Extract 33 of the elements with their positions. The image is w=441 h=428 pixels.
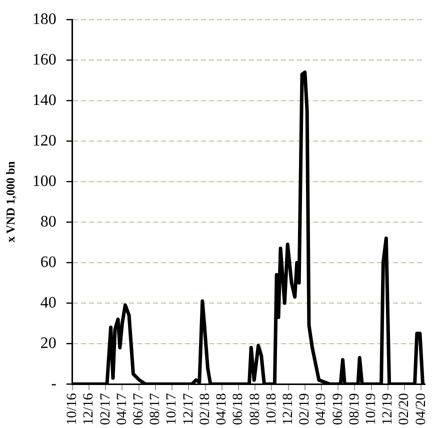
x-tick-label: 08/17 — [148, 393, 164, 425]
x-tick-label: 12/19 — [380, 393, 396, 425]
x-tick-label: 12/16 — [82, 393, 97, 425]
x-tick-label: 10/19 — [364, 393, 380, 425]
x-tick-label: 10/18 — [264, 393, 280, 425]
x-tick-label: 02/19 — [298, 393, 313, 425]
x-tick-label: 02/20 — [397, 393, 412, 425]
x-tick-label: 04/19 — [314, 393, 330, 425]
y-tick-label: 40 — [40, 294, 56, 312]
y-tick-label: 180 — [32, 10, 56, 28]
y-tick-label: 140 — [32, 92, 56, 109]
x-tick-label: 12/17 — [181, 393, 196, 425]
y-tick-label: 60 — [40, 254, 56, 271]
x-tick-label: 08/19 — [347, 393, 362, 425]
y-tick-label: 100 — [32, 172, 56, 190]
y-tick-label: - — [51, 375, 56, 392]
x-tick-label: 10/16 — [65, 393, 80, 425]
x-tick-label: 04/17 — [114, 393, 130, 425]
x-tick-label: 04/20 — [414, 393, 429, 425]
y-axis-title: x VND 1,000 bn — [3, 160, 18, 242]
x-tick-label: 06/17 — [132, 393, 146, 425]
x-tick-label: 12/18 — [280, 393, 296, 425]
x-tick-label: 04/18 — [214, 393, 230, 425]
y-tick-label: 80 — [40, 213, 56, 230]
y-tick-label: 120 — [32, 132, 56, 150]
x-tick-label: 06/19 — [330, 393, 346, 425]
y-tick-label: 20 — [40, 334, 56, 352]
x-tick-label: 10/17 — [164, 393, 180, 425]
x-tick-label: 02/17 — [98, 393, 114, 425]
y-tick-label: 160 — [32, 51, 56, 68]
x-tick-label: 08/18 — [248, 393, 263, 425]
x-tick-label: 02/18 — [198, 393, 213, 425]
x-tick-label: 06/18 — [231, 393, 246, 425]
